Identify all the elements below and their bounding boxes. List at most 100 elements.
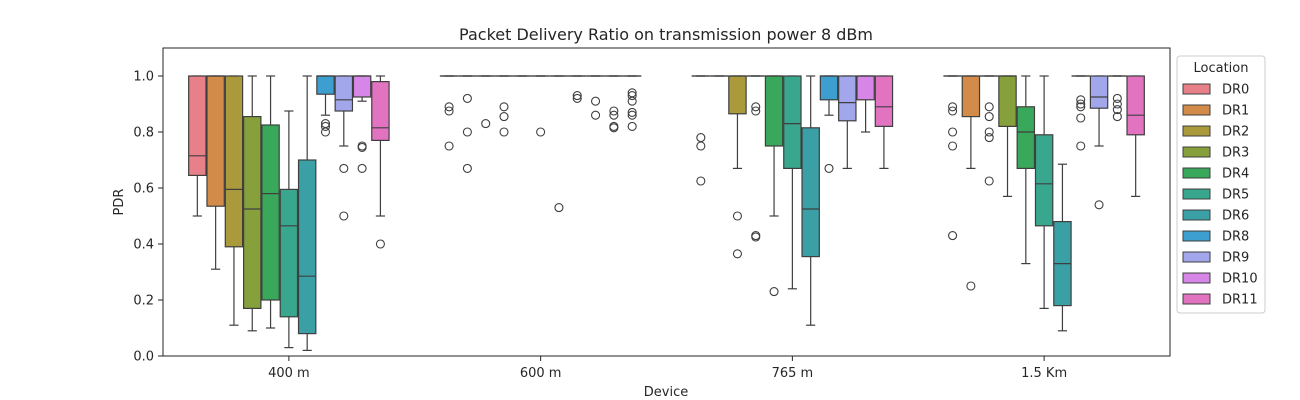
- legend-swatch-dr2: [1182, 125, 1211, 137]
- x-tick-label: 765 m: [772, 366, 814, 381]
- legend-label-dr9: DR9: [1222, 251, 1249, 266]
- y-tick-label: 0.6: [133, 182, 154, 197]
- outlier-point: [357, 163, 367, 173]
- box-dr2-2: [728, 75, 747, 259]
- box-dr6-3: [1053, 163, 1072, 332]
- legend-label-dr11: DR11: [1222, 293, 1258, 308]
- legend-label-dr5: DR5: [1222, 188, 1249, 203]
- box-body: [998, 75, 1017, 128]
- chart-title: Packet Delivery Ratio on transmission po…: [459, 25, 873, 44]
- outlier-point: [751, 232, 761, 242]
- outlier-point: [609, 106, 619, 116]
- outlier-point: [627, 96, 637, 106]
- outlier-point: [481, 119, 491, 129]
- outlier-point: [444, 141, 454, 151]
- box-body: [728, 75, 747, 115]
- outlier-point: [339, 211, 349, 221]
- legend-label-dr3: DR3: [1222, 146, 1249, 161]
- x-tick-label: 1.5 Km: [1021, 366, 1067, 381]
- box-body: [801, 127, 820, 258]
- outlier-point: [769, 287, 779, 297]
- box-body: [856, 75, 875, 101]
- box-body: [188, 75, 207, 177]
- box-dr3-2: [746, 75, 766, 242]
- legend-title: Location: [1194, 61, 1249, 76]
- legend-swatch-dr4: [1182, 167, 1211, 179]
- outlier-point: [751, 102, 761, 112]
- box-dr8-2: [819, 75, 839, 173]
- outlier-point: [732, 211, 742, 221]
- outlier-point: [357, 142, 367, 152]
- box-body: [224, 75, 244, 248]
- legend-label-dr0: DR0: [1222, 83, 1249, 98]
- box-dr9-0: [334, 75, 354, 221]
- y-tick-label: 1.0: [133, 70, 154, 85]
- box-dr5-2: [783, 75, 802, 290]
- box-body: [838, 75, 857, 122]
- outlier-point: [948, 231, 958, 241]
- outlier-point: [1112, 105, 1122, 115]
- box-dr5-0: [279, 110, 299, 349]
- legend-label-dr8: DR8: [1222, 230, 1249, 245]
- outlier-point: [591, 96, 601, 106]
- outlier-point: [966, 281, 976, 291]
- outlier-point: [1112, 99, 1122, 109]
- outlier-point: [1076, 113, 1086, 123]
- outlier-point: [444, 106, 454, 116]
- outlier-point: [1076, 102, 1086, 112]
- outlier-point: [536, 127, 546, 137]
- box-body: [334, 75, 354, 112]
- box-body: [1089, 75, 1109, 109]
- box-dr11-0: [371, 75, 390, 249]
- x-tick-label: 400 m: [268, 366, 310, 381]
- box-dr8-0: [316, 75, 335, 137]
- box-dr10-1: [604, 75, 624, 133]
- box-body: [297, 159, 317, 335]
- box-dr10-3: [1108, 75, 1127, 122]
- box-dr2-0: [224, 75, 244, 326]
- box-body: [961, 75, 981, 118]
- outlier-point: [1112, 93, 1122, 103]
- legend-frame: [1176, 55, 1266, 314]
- outlier-point: [1076, 141, 1086, 151]
- box-dr11-2: [874, 75, 894, 169]
- box-dr4-0: [261, 75, 280, 329]
- outlier-point: [732, 249, 742, 259]
- outlier-point: [984, 133, 994, 143]
- box-dr9-1: [586, 75, 605, 120]
- box-dr11-3: [1126, 75, 1145, 197]
- outlier-point: [375, 239, 385, 249]
- outlier-point: [696, 141, 706, 151]
- box-body: [1126, 75, 1145, 136]
- x-tick-label: 600 m: [520, 366, 562, 381]
- legend-swatch-dr9: [1182, 251, 1211, 263]
- outlier-point: [984, 102, 994, 112]
- box-body: [764, 75, 784, 147]
- x-axis-title: Device: [644, 385, 688, 400]
- box-dr3-1: [494, 75, 514, 137]
- legend-swatch-dr3: [1182, 146, 1211, 158]
- outlier-point: [948, 106, 958, 116]
- outlier-point: [984, 176, 994, 186]
- legend-swatch-dr5: [1182, 188, 1211, 200]
- legend-label-dr10: DR10: [1222, 272, 1258, 287]
- outlier-point: [499, 112, 509, 122]
- box-dr4-2: [764, 75, 784, 297]
- box-body: [1016, 106, 1036, 170]
- outlier-point: [609, 110, 619, 120]
- legend-swatch-dr8: [1182, 230, 1211, 242]
- box-dr10-2: [856, 75, 875, 133]
- box-dr2-3: [979, 75, 999, 186]
- outlier-point: [948, 102, 958, 112]
- outlier-point: [1076, 95, 1086, 105]
- outlier-point: [1112, 112, 1122, 122]
- outlier-point: [627, 110, 637, 120]
- box-dr1-3: [961, 75, 981, 291]
- box-body: [371, 80, 390, 141]
- outlier-point: [948, 127, 958, 137]
- box-dr6-1: [549, 75, 569, 213]
- outlier-point: [948, 141, 958, 151]
- outlier-point: [572, 91, 582, 101]
